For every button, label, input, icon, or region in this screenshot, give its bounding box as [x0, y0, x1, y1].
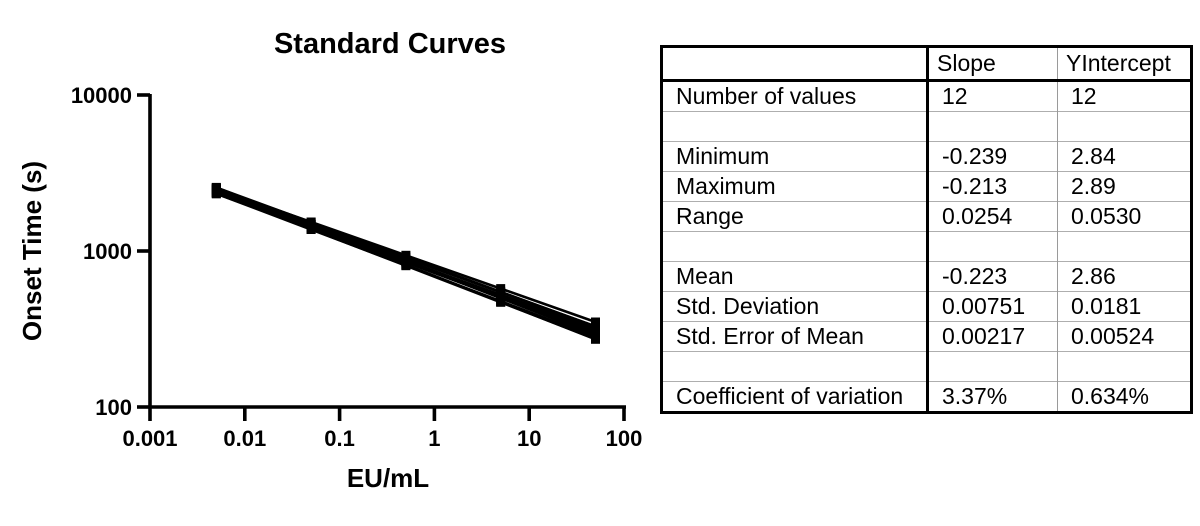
stat-value-cell: 0.00751: [927, 291, 1058, 322]
axes: 100 1000 10000 0.001 0.01 0.1 1 10 100: [71, 83, 643, 451]
stat-value-cell: 12: [927, 80, 1058, 112]
x-tick-label: 0.001: [122, 426, 177, 451]
square-marker: [211, 189, 221, 199]
x-tick-label: 0.1: [324, 426, 355, 451]
column-header-yintercept: YIntercept: [1066, 50, 1171, 76]
square-marker: [211, 184, 221, 194]
stat-label-cell: Coefficient of variation: [661, 381, 929, 413]
stat-value-cell: 0.0530: [1071, 203, 1142, 229]
square-marker: [401, 250, 411, 260]
stat-value-cell: 0.0254: [927, 201, 1058, 232]
stat-value-cell: -0.213: [927, 171, 1058, 202]
square-marker: [591, 317, 600, 327]
stat-label-cell: [661, 231, 929, 262]
stat-value-cell: -0.239: [927, 141, 1058, 172]
y-tick-label: 1000: [83, 239, 132, 264]
standard-curves-chart: Standard Curves Onset Time (s) EU/mL 100…: [17, 28, 643, 493]
y-tick-label: 10000: [71, 83, 132, 108]
stat-value-cell: 0.634%: [1071, 383, 1150, 409]
stat-value-cell: 2.86: [1071, 263, 1116, 289]
stat-label-cell: Number of values: [661, 80, 929, 112]
square-marker: [591, 324, 600, 333]
stat-label-cell: Mean: [661, 261, 929, 292]
table-row: Coefficient of variation 3.37% 0.634%: [661, 381, 1192, 413]
stat-value-cell: [927, 111, 1058, 142]
stat-value-cell: 0.00217: [927, 321, 1058, 352]
stat-value-cell: 3.37%: [927, 381, 1058, 413]
stat-label-cell: [661, 351, 929, 382]
x-tick-label: 100: [606, 426, 643, 451]
column-header-slope: Slope: [927, 46, 1058, 81]
chart-title: Standard Curves: [274, 28, 506, 60]
stat-value-cell: -0.223: [927, 261, 1058, 292]
x-axis-label: EU/mL: [347, 463, 429, 493]
stat-label-cell: Maximum: [661, 171, 929, 202]
table-spacer-row: [661, 231, 1192, 262]
data-point-markers: [211, 182, 600, 344]
stat-value-cell: 0.00524: [1071, 323, 1155, 349]
stat-value-cell: 12: [1071, 83, 1097, 109]
square-marker: [496, 290, 506, 300]
x-tick-label: 0.01: [223, 426, 266, 451]
stat-value-cell: 2.84: [1071, 143, 1116, 169]
table-header-row: Slope YIntercept: [661, 46, 1192, 81]
y-axis-label: Onset Time (s): [17, 161, 47, 341]
table-row: Maximum -0.213 2.89: [661, 171, 1192, 202]
table-row: Std. Deviation 0.00751 0.0181: [661, 291, 1192, 322]
y-tick-label: 100: [95, 395, 132, 420]
stat-value-cell: [927, 231, 1058, 262]
table-row: Range 0.0254 0.0530: [661, 201, 1192, 232]
statistics-table: Slope YIntercept Number of values 12 12 Mini…: [660, 45, 1193, 414]
table-spacer-row: [661, 351, 1192, 382]
table-row: Mean -0.223 2.86: [661, 261, 1192, 292]
stat-label-cell: [661, 111, 929, 142]
column-header-blank: [661, 46, 929, 81]
x-tick-label: 1: [428, 426, 440, 451]
stat-value-cell: [927, 351, 1058, 382]
square-marker: [306, 223, 316, 232]
table-row: Number of values 12 12: [661, 80, 1192, 112]
square-marker: [496, 284, 506, 294]
stat-value-cell: [1058, 232, 1192, 262]
stat-label-cell: Range: [661, 201, 929, 232]
stat-value-cell: 0.0181: [1071, 293, 1142, 319]
stat-value-cell: [1058, 112, 1192, 142]
table-row: Std. Error of Mean 0.00217 0.00524: [661, 321, 1192, 352]
table-spacer-row: [661, 111, 1192, 142]
stat-label-cell: Minimum: [661, 141, 929, 172]
stat-label-cell: Std. Error of Mean: [661, 321, 929, 352]
table-row: Minimum -0.239 2.84: [661, 141, 1192, 172]
square-marker: [401, 256, 411, 266]
stat-label-cell: Std. Deviation: [661, 291, 929, 322]
stat-value-cell: 2.89: [1071, 173, 1116, 199]
x-tick-label: 10: [517, 426, 541, 451]
square-marker: [306, 217, 316, 227]
stat-value-cell: [1058, 352, 1192, 382]
